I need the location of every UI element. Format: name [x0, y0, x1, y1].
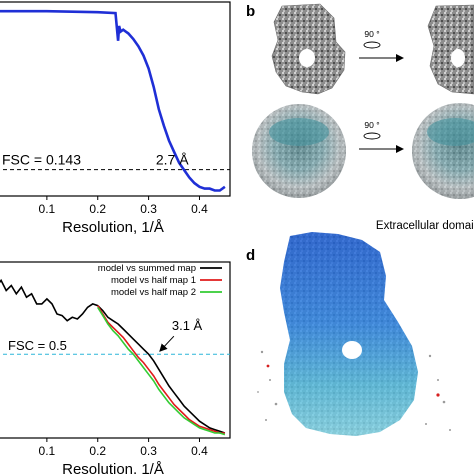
x-axis-ticks: 0.1 0.2 0.3 0.4 [39, 438, 208, 458]
panel-label-b: b [246, 3, 255, 20]
x-tick-label: 0.3 [140, 202, 157, 216]
threshold-label: FSC = 0.143 [2, 152, 81, 168]
legend-entry-half-map-1: model vs half map 1 [111, 275, 196, 286]
resolution-annotation: 2.7 Å [156, 152, 189, 168]
x-axis-label: Resolution, 1/Å [62, 461, 164, 474]
rotation-label: 90 ° [364, 120, 379, 130]
grey-density-map-front [271, 3, 346, 95]
fsc-plot-top: 0.1 0.2 0.3 0.4 FSC = 0.143 2.7 Å Resolutio… [0, 1, 231, 236]
series-line-half-map-2 [97, 306, 226, 436]
panel-d-density-map: d [246, 232, 451, 436]
noise-speckles [257, 350, 451, 431]
x-tick-label: 0.1 [39, 202, 56, 216]
threshold-label: FSC = 0.5 [8, 338, 67, 353]
panel-b-renderings: b 90 ° 90 ° [246, 3, 474, 232]
micelle-sphere-rotated [412, 103, 474, 199]
fsc-curve [0, 9, 226, 192]
legend: model vs summed map model vs half map 1 … [98, 263, 222, 298]
x-axis-label: Resolution, 1/Å [62, 219, 164, 236]
series-line-summed-map [0, 278, 226, 434]
rotation-arrow-bottom: 90 ° [359, 120, 404, 153]
x-axis-ticks: 0.1 0.2 0.3 0.4 [39, 196, 208, 216]
rotation-arrow-top: 90 ° [359, 29, 404, 62]
annotation-arrow [159, 335, 175, 352]
micelle-sphere-front [252, 104, 346, 198]
plot-frame [0, 1, 231, 197]
x-tick-label: 0.4 [191, 202, 208, 216]
plot-frame [0, 261, 231, 439]
grey-density-map-rotated [427, 4, 474, 95]
density-cavity [342, 341, 362, 359]
legend-entry-half-map-2: model vs half map 2 [111, 287, 196, 298]
caption-extracellular: Extracellular domain [376, 220, 474, 232]
x-tick-label: 0.2 [89, 444, 106, 458]
rotation-label: 90 ° [364, 29, 379, 39]
panel-label-d: d [246, 247, 255, 264]
fsc-plot-bottom: 0.1 0.2 0.3 0.4 FSC = 0.5 3.1 Å model vs su… [0, 261, 231, 474]
x-tick-label: 0.4 [191, 444, 208, 458]
series-line-half-map-1 [97, 305, 225, 434]
x-tick-label: 0.3 [140, 444, 157, 458]
legend-entry-summed-map: model vs summed map [98, 263, 196, 274]
x-tick-label: 0.1 [39, 444, 56, 458]
resolution-annotation: 3.1 Å [172, 318, 203, 333]
x-tick-label: 0.2 [89, 202, 106, 216]
